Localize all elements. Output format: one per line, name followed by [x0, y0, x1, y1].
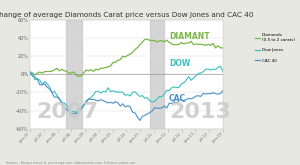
Text: 2013: 2013 [169, 102, 231, 122]
Text: DIAMANT: DIAMANT [169, 32, 209, 41]
Text: 0%: 0% [20, 72, 29, 77]
Text: DOW: DOW [169, 59, 190, 68]
Text: Sources : Banque-france.fr, pricescope.com, aloboutcuriou.com, fr.finance.yahoo.: Sources : Banque-france.fr, pricescope.c… [6, 161, 135, 165]
Legend: Diamonds
(0.5 to 2 carats), Dow Jones, CAC 40: Diamonds (0.5 to 2 carats), Dow Jones, C… [254, 32, 296, 64]
Text: % change of average Diamonds Carat price versus Dow Jones and CAC 40: % change of average Diamonds Carat price… [0, 12, 254, 17]
Text: CAC: CAC [169, 94, 186, 103]
Bar [150, 20, 164, 129]
Text: 2007: 2007 [36, 102, 98, 122]
Bar [66, 20, 82, 129]
